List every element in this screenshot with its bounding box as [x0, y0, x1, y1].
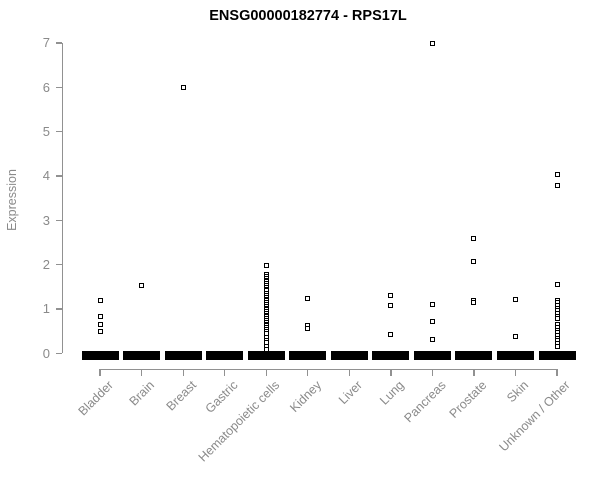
x-tick	[556, 368, 558, 376]
zero-expression-cluster	[247, 351, 285, 360]
y-tick	[55, 219, 62, 221]
y-tick-label: 1	[42, 301, 50, 317]
zero-expression-cluster	[206, 351, 244, 360]
y-tick-label: 3	[42, 212, 50, 228]
data-point	[97, 328, 103, 334]
x-tick	[514, 368, 517, 376]
zero-expression-cluster	[497, 351, 534, 360]
y-tick-label: 4	[42, 168, 50, 184]
data-point	[429, 301, 435, 307]
data-point	[180, 84, 186, 90]
y-tick	[55, 264, 62, 266]
zero-expression-cluster	[330, 351, 368, 360]
data-point	[305, 325, 311, 331]
x-tick-label: Bladder	[75, 378, 116, 419]
x-tick	[390, 368, 392, 376]
zero-expression-cluster	[81, 351, 119, 360]
data-point	[388, 302, 394, 308]
data-point	[554, 172, 560, 178]
x-tick	[99, 368, 101, 376]
data-point	[513, 333, 518, 339]
data-point	[139, 282, 145, 288]
x-tick-label: Kidney	[286, 378, 324, 415]
x-tick-label: Breast	[163, 378, 200, 414]
x-tick	[307, 368, 309, 376]
data-point	[554, 281, 560, 287]
x-tick	[348, 368, 350, 376]
data-point	[554, 183, 560, 189]
x-tick	[224, 368, 226, 376]
zero-expression-cluster	[164, 351, 202, 360]
y-tick-label: 2	[42, 257, 50, 273]
y-tick	[55, 42, 62, 44]
data-point	[388, 332, 394, 338]
y-tick-label: 5	[42, 124, 50, 140]
x-tick-label: Pancreas	[401, 378, 449, 426]
x-tick-label: Lung	[377, 378, 407, 408]
x-tick-label: Hematopoietic cells	[195, 378, 283, 465]
zero-expression-cluster	[372, 351, 410, 360]
x-tick-label: Prostate	[447, 378, 490, 421]
y-tick	[55, 352, 62, 354]
data-point	[429, 41, 435, 47]
data-point	[305, 296, 311, 302]
y-tick-label: 6	[42, 79, 50, 95]
x-tick	[182, 368, 184, 376]
data-point	[471, 299, 477, 305]
y-axis-line	[62, 43, 64, 354]
data-point	[97, 321, 103, 327]
x-tick	[473, 368, 475, 376]
data-point	[471, 259, 477, 265]
x-tick-label: Skin	[504, 378, 532, 406]
data-point	[513, 297, 518, 303]
y-axis-label: Expression	[5, 169, 19, 231]
data-point	[554, 315, 560, 321]
y-tick	[55, 308, 62, 310]
x-tick	[140, 368, 143, 376]
data-point	[471, 235, 477, 241]
y-tick	[55, 131, 62, 133]
y-tick-label: 0	[42, 345, 50, 361]
zero-expression-cluster	[289, 351, 327, 360]
y-tick	[55, 86, 62, 89]
data-point	[429, 319, 435, 325]
chart-title: ENSG00000182774 - RPS17L	[209, 8, 407, 24]
x-tick-label: Brain	[126, 378, 158, 409]
y-tick	[55, 175, 62, 177]
x-tick-label: Liver	[336, 378, 366, 408]
x-tick	[431, 368, 434, 376]
data-point	[554, 344, 560, 350]
x-tick-label: Gastric	[202, 378, 241, 416]
data-point	[429, 336, 435, 342]
data-point	[97, 313, 103, 319]
x-tick	[265, 368, 267, 376]
data-point	[97, 298, 103, 304]
data-point	[263, 263, 269, 269]
zero-expression-cluster	[413, 351, 451, 360]
zero-expression-cluster	[123, 351, 161, 360]
zero-expression-cluster	[538, 351, 576, 360]
data-point	[388, 293, 394, 299]
y-tick-label: 7	[42, 35, 50, 51]
zero-expression-cluster	[455, 351, 493, 360]
x-axis-line	[100, 368, 559, 370]
